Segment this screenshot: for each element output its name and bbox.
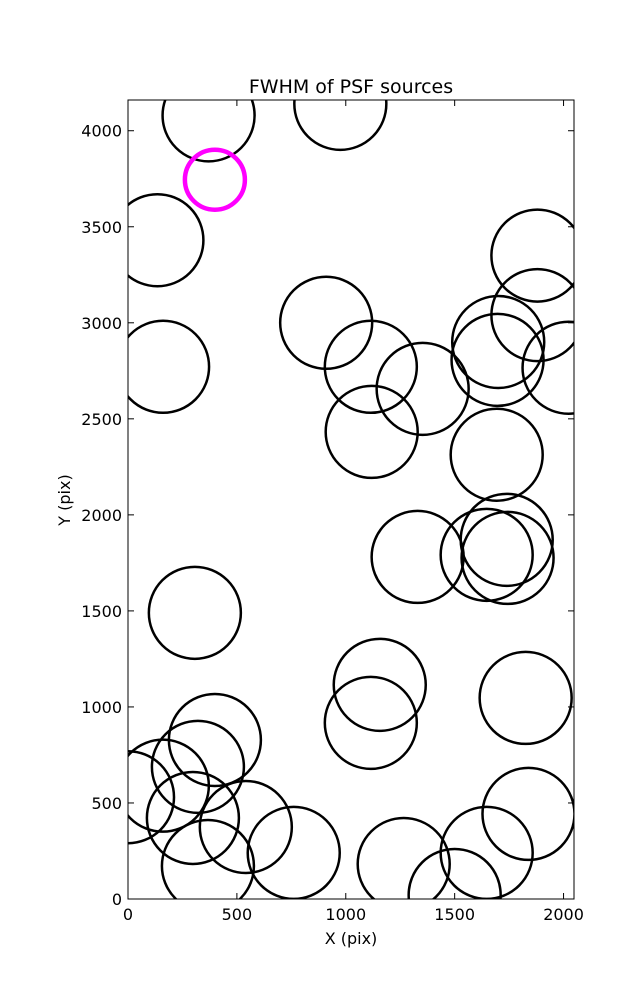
marker — [375, 341, 470, 437]
y-tick-label: 2000 — [81, 506, 122, 525]
marker — [198, 779, 294, 875]
x-axis-label: X (pix) — [325, 929, 378, 948]
marker — [128, 319, 211, 415]
marker — [182, 147, 248, 212]
marker — [128, 749, 176, 845]
marker — [490, 208, 574, 303]
marker — [356, 816, 451, 899]
marker — [324, 384, 419, 480]
y-tick-label: 0 — [112, 890, 122, 909]
chart-title: FWHM of PSF sources — [249, 76, 453, 98]
marker — [450, 312, 545, 408]
y-tick-label: 1000 — [81, 698, 122, 717]
marker — [450, 294, 546, 390]
axes-frame — [127, 99, 575, 900]
x-tick-label: 500 — [222, 905, 253, 924]
y-tick-label: 3000 — [81, 314, 122, 333]
marker — [370, 509, 465, 605]
marker — [323, 319, 419, 415]
marker — [521, 320, 574, 415]
marker — [150, 719, 246, 815]
x-tick-label: 0 — [123, 905, 133, 924]
y-tick-label: 500 — [91, 794, 122, 813]
marker — [407, 847, 502, 899]
x-tick-label: 1000 — [325, 905, 366, 924]
marker — [460, 510, 555, 606]
marker — [147, 565, 243, 661]
marker — [481, 766, 574, 862]
y-tick-label: 2500 — [81, 410, 122, 429]
marker — [128, 738, 211, 833]
marker — [161, 100, 256, 163]
marker — [293, 100, 388, 152]
marker — [145, 770, 241, 866]
x-tick-label: 2000 — [543, 905, 584, 924]
marker — [332, 637, 427, 733]
marker — [449, 407, 544, 502]
x-tick-label: 1500 — [434, 905, 475, 924]
y-tick-label: 3500 — [81, 218, 122, 237]
plot-area — [128, 100, 574, 899]
marker — [323, 675, 419, 771]
y-tick-label: 1500 — [81, 602, 122, 621]
marker — [160, 818, 256, 899]
y-axis-label: Y (pix) — [55, 474, 74, 526]
marker — [278, 275, 374, 371]
marker — [439, 507, 534, 603]
y-tick-label: 4000 — [81, 122, 122, 141]
marker — [478, 650, 573, 746]
marker — [128, 192, 205, 288]
